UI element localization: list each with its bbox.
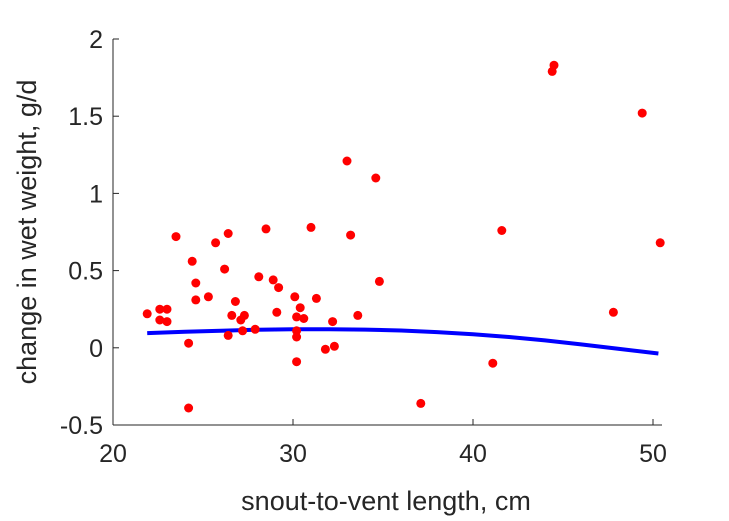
y-tick-label: 0 [89, 335, 103, 363]
data-point [238, 326, 248, 336]
data-point [274, 283, 284, 293]
data-point [223, 330, 233, 340]
data-point [261, 224, 271, 234]
data-point [488, 358, 498, 368]
y-tick-label: 1 [89, 180, 103, 208]
data-point [250, 324, 260, 334]
data-point [223, 229, 233, 238]
data-point [171, 232, 181, 242]
data-point [299, 314, 309, 323]
data-point [353, 310, 363, 320]
x-tick-label: 40 [459, 440, 487, 468]
data-point [162, 304, 172, 314]
x-axis-label: snout-to-vent length, cm [241, 486, 531, 516]
data-point [371, 173, 381, 183]
y-tick-label: -0.5 [60, 412, 103, 440]
data-point [374, 276, 384, 286]
data-point [292, 332, 302, 342]
data-point [608, 307, 618, 317]
data-point [191, 278, 201, 288]
data-point [416, 398, 426, 408]
data-point [142, 309, 152, 319]
data-point [155, 304, 165, 314]
data-point [162, 317, 172, 327]
data-point [203, 292, 213, 302]
data-point [497, 226, 507, 235]
data-point [637, 108, 647, 118]
y-axis-label: change in wet weight, g/d [12, 80, 42, 385]
data-point [328, 317, 338, 327]
x-tick-label: 30 [279, 440, 307, 468]
data-point [290, 292, 300, 302]
data-point [155, 315, 165, 325]
data-point [211, 238, 221, 248]
y-tick-label: 0.5 [68, 258, 103, 286]
data-point [329, 341, 339, 351]
data-point [254, 272, 264, 282]
data-point [292, 357, 302, 367]
data-point [268, 275, 278, 285]
data-point [187, 256, 197, 266]
x-tick-label: 50 [639, 440, 667, 468]
data-point [292, 326, 302, 336]
data-point [342, 156, 352, 166]
plot-area [142, 60, 665, 413]
x-tick-label: 20 [99, 440, 127, 468]
y-tick-label: 2 [89, 26, 103, 54]
data-point [346, 230, 356, 240]
data-point [549, 60, 559, 70]
data-point [220, 264, 230, 274]
fit-line [147, 327, 659, 356]
data-point [191, 295, 201, 305]
tick-labels: 20 30 40 50 -0.5 0 0.5 1 1.5 2 [60, 26, 667, 468]
data-point [311, 293, 321, 303]
data-point [272, 307, 282, 317]
data-point [239, 310, 249, 320]
data-point [306, 222, 316, 232]
axes [112, 38, 662, 426]
data-point [227, 310, 237, 320]
data-point [184, 338, 194, 348]
data-point [320, 344, 330, 354]
data-point [184, 403, 194, 413]
y-tick-label: 1.5 [68, 103, 103, 131]
data-point [292, 312, 302, 322]
data-point [230, 297, 240, 306]
data-point [295, 303, 305, 313]
data-point [655, 238, 665, 248]
